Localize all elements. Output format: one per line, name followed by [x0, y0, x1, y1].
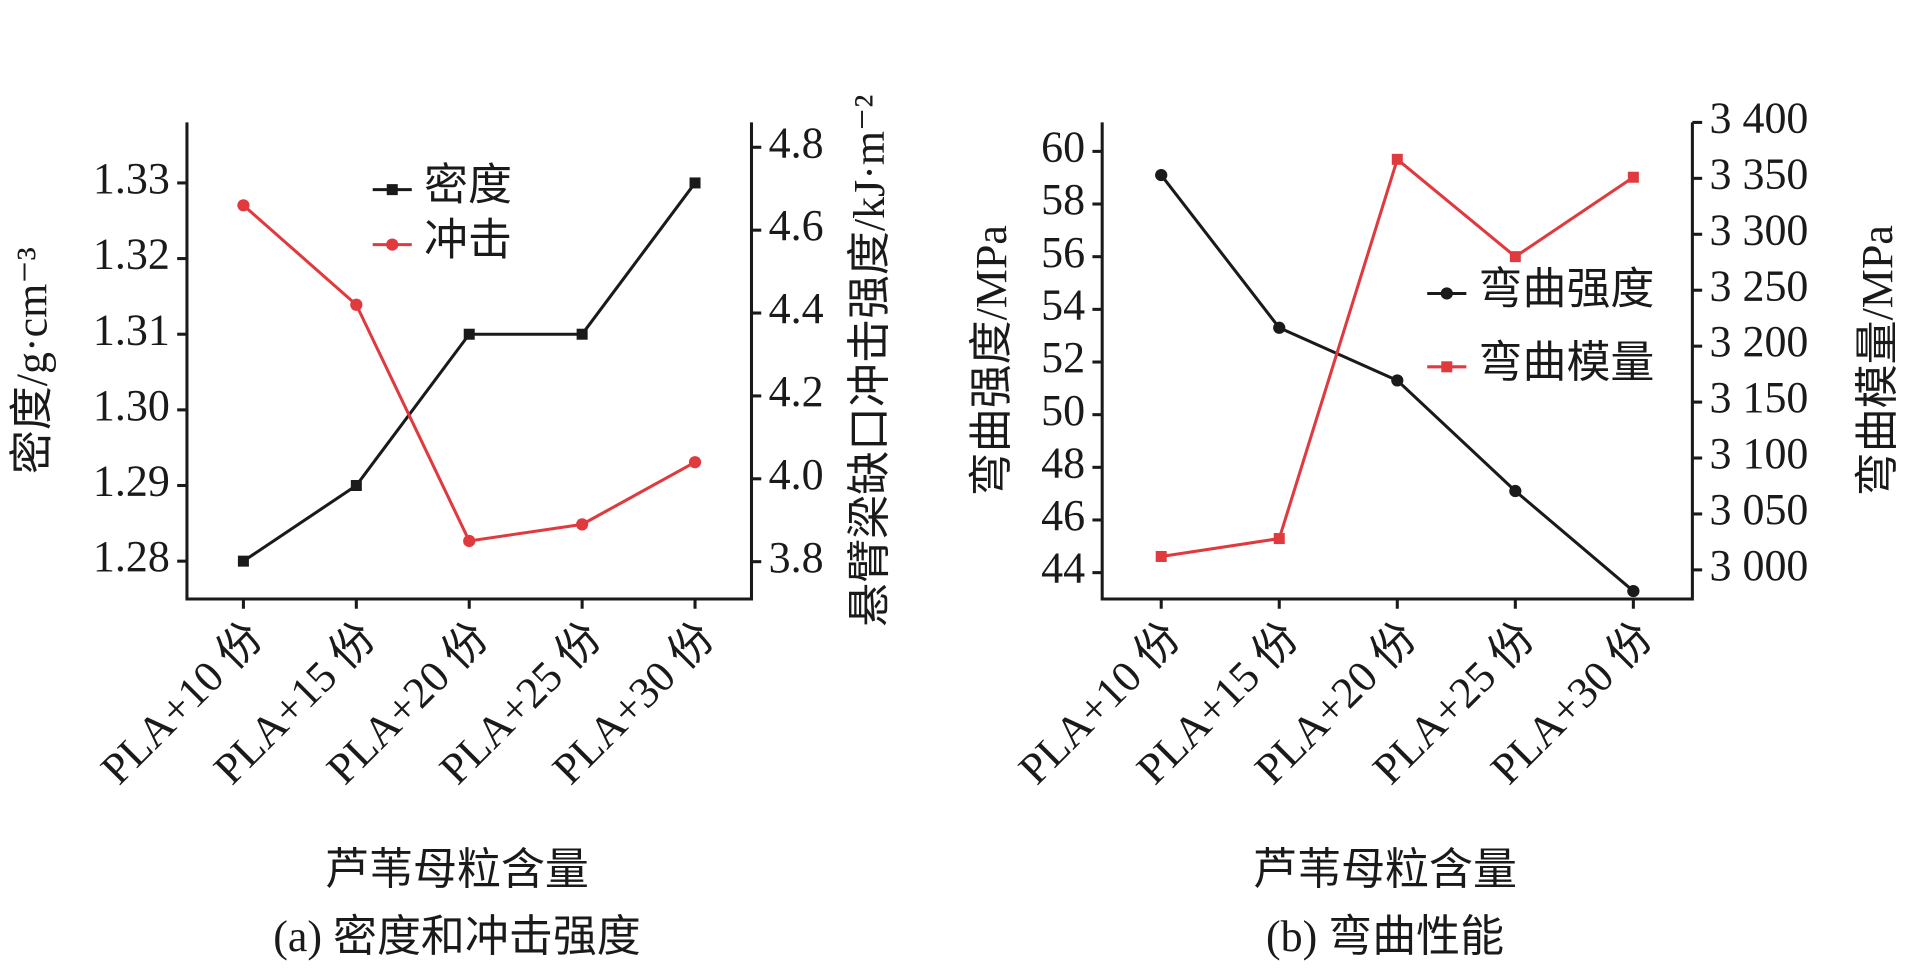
- marker: [1155, 168, 1168, 182]
- y-tick-label: 1.32: [93, 230, 170, 279]
- y-tick-label: 48: [1041, 438, 1085, 487]
- y-tick-label: 56: [1041, 228, 1085, 277]
- y-tick-label: 44: [1041, 544, 1085, 593]
- marker: [1391, 153, 1403, 165]
- y2-axis-title: 悬臂梁缺口冲击强度/kJ·m⁻²: [845, 95, 894, 627]
- y2-tick-label: 3 350: [1709, 149, 1808, 198]
- marker: [688, 456, 702, 469]
- y-tick-label: 54: [1041, 280, 1085, 329]
- marker: [237, 199, 250, 212]
- marker: [1440, 287, 1453, 300]
- marker: [463, 328, 475, 340]
- marker: [576, 328, 588, 340]
- y-tick-label: 50: [1041, 386, 1085, 435]
- marker: [1391, 374, 1404, 387]
- marker: [576, 518, 589, 531]
- marker: [386, 184, 398, 196]
- caption: (a) 密度和冲击强度: [273, 912, 641, 961]
- y2-tick-label: 4.8: [769, 118, 824, 167]
- y2-tick-label: 4.4: [769, 284, 824, 333]
- marker: [386, 238, 399, 251]
- caption: (b) 弯曲性能: [1266, 912, 1504, 961]
- marker: [1627, 171, 1639, 183]
- y2-tick-label: 3 400: [1709, 94, 1808, 143]
- y2-tick-label: 3 050: [1709, 485, 1808, 534]
- y2-tick-label: 4.2: [769, 367, 824, 416]
- y-tick-label: 1.33: [93, 154, 170, 203]
- y-tick-label: 1.29: [93, 457, 170, 506]
- y2-axis-title: 弯曲模量/MPa: [1853, 225, 1902, 496]
- marker: [463, 534, 476, 548]
- y-tick-label: 1.28: [93, 532, 170, 581]
- y2-tick-label: 3 250: [1709, 261, 1808, 310]
- y2-tick-label: 4.0: [769, 450, 824, 499]
- chart-panel: 1.28 1.29 1.30 1.31 1.32 1.33 3.8 4.0 4.2 4.4 4.6 4…: [8, 95, 894, 962]
- legend-label: 弯曲模量: [1479, 338, 1655, 387]
- marker: [1273, 321, 1286, 334]
- y-axis-title: 弯曲强度/MPa: [967, 225, 1016, 496]
- y2-tick-label: 3 150: [1709, 373, 1808, 422]
- marker: [237, 555, 249, 567]
- marker: [1509, 251, 1521, 263]
- marker: [1441, 361, 1453, 373]
- marker: [1627, 584, 1640, 598]
- y-tick-label: 58: [1041, 175, 1085, 224]
- y-tick-label: 60: [1041, 122, 1085, 171]
- y2-tick-label: 3.8: [769, 533, 824, 582]
- y-axis-title: 密度/g·cm⁻³: [8, 247, 57, 474]
- legend-label: 弯曲强度: [1479, 265, 1655, 314]
- marker: [350, 480, 362, 492]
- x-axis-title: 芦苇母粒含量: [325, 845, 589, 894]
- legend-label: 密度: [424, 161, 512, 210]
- y2-tick-label: 3 300: [1709, 205, 1808, 254]
- legend-label: 冲击: [424, 216, 512, 265]
- y-tick-label: 46: [1041, 491, 1085, 540]
- marker: [1273, 533, 1285, 545]
- marker: [689, 177, 701, 189]
- marker: [1509, 484, 1522, 498]
- y-tick-label: 52: [1041, 333, 1085, 382]
- y2-tick-label: 4.6: [769, 201, 824, 250]
- y-tick-label: 1.31: [93, 305, 170, 354]
- y2-tick-label: 3 000: [1709, 541, 1808, 590]
- y2-tick-label: 3 100: [1709, 429, 1808, 478]
- marker: [1155, 550, 1167, 562]
- y2-tick-label: 3 200: [1709, 317, 1808, 366]
- x-axis-title: 芦苇母粒含量: [1253, 845, 1517, 894]
- marker: [350, 298, 363, 311]
- y-tick-label: 1.30: [93, 381, 170, 430]
